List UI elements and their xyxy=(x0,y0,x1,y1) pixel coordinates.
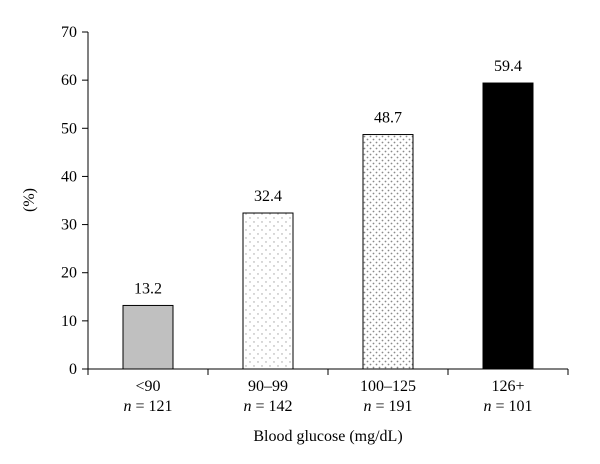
y-tick-label: 50 xyxy=(61,120,77,137)
y-tick-label: 40 xyxy=(61,168,77,185)
category-n-label: n = 101 xyxy=(483,398,532,415)
n-equals: = xyxy=(371,398,388,415)
x-ticks xyxy=(87,369,569,375)
category-n-label: n = 121 xyxy=(123,398,172,415)
y-tick-label: 30 xyxy=(61,217,77,234)
n-symbol: n xyxy=(483,398,491,415)
category-n-label: n = 142 xyxy=(243,398,292,415)
n-value: 142 xyxy=(269,398,293,415)
bar xyxy=(482,82,534,370)
category-label: 90–99 xyxy=(248,378,288,395)
n-symbol: n xyxy=(243,398,251,415)
n-value: 191 xyxy=(389,398,413,415)
n-equals: = xyxy=(491,398,508,415)
data-labels: 13.2 32.4 48.7 59.4 xyxy=(134,58,522,297)
n-equals: = xyxy=(131,398,148,415)
y-tick-label: 20 xyxy=(61,265,77,282)
category-label: 100–125 xyxy=(360,378,416,395)
y-tick-label: 0 xyxy=(69,361,77,378)
bar-value-label: 48.7 xyxy=(374,110,402,127)
y-tick-label: 10 xyxy=(61,313,77,330)
n-value: 101 xyxy=(509,398,533,415)
category-label: <90 xyxy=(135,378,160,395)
bar-value-label: 59.4 xyxy=(494,58,522,75)
y-ticks: 0 10 20 30 40 50 60 70 xyxy=(61,24,88,378)
y-tick-label: 60 xyxy=(61,72,77,89)
category-n-label: n = 191 xyxy=(363,398,412,415)
y-tick-label: 70 xyxy=(61,24,77,41)
bar xyxy=(362,134,414,370)
n-symbol: n xyxy=(363,398,371,415)
category-label: 126+ xyxy=(491,378,524,395)
bar-value-label: 13.2 xyxy=(134,280,162,297)
y-axis-title: (%) xyxy=(21,188,38,212)
bar-value-label: 32.4 xyxy=(254,188,282,205)
n-equals: = xyxy=(251,398,268,415)
x-axis-title: Blood glucose (mg/dL) xyxy=(253,428,402,445)
n-symbol: n xyxy=(123,398,131,415)
bar xyxy=(122,304,174,370)
n-value: 121 xyxy=(149,398,173,415)
bar xyxy=(242,212,294,370)
bars xyxy=(122,82,534,370)
